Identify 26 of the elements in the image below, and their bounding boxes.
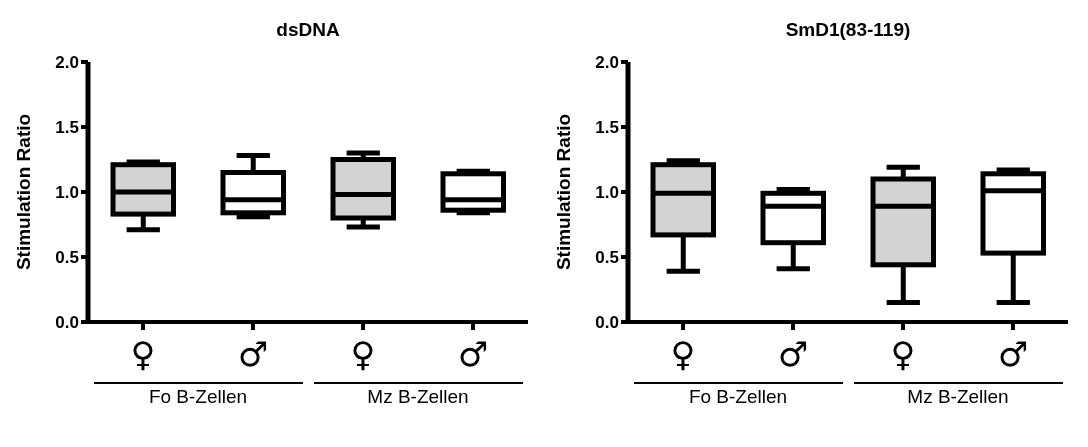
chart-title: SmD1(83-119): [784, 18, 912, 42]
x-tick-label: ♂: [457, 334, 489, 375]
y-tick-label: 2.0: [595, 53, 619, 73]
x-tick-label: ♂: [777, 334, 809, 375]
y-tick-label: 1.5: [595, 118, 619, 138]
y-axis-title: Stimulation Ratio: [12, 113, 34, 271]
chart-title: dsDNA: [275, 18, 341, 42]
y-tick-label: 1.0: [595, 183, 619, 203]
y-tick-label: 2.0: [55, 53, 79, 73]
y-axis-title: Stimulation Ratio: [552, 113, 574, 271]
x-tick-label: ♂: [237, 334, 269, 375]
y-tick-label: 0.0: [595, 313, 619, 333]
x-tick-label: ♂: [997, 334, 1029, 375]
text: Fo B-Zellen: [147, 385, 249, 408]
text: Mz B-Zellen: [906, 385, 1010, 408]
y-tick-label: 1.5: [55, 118, 79, 138]
y-tick-label: 0.5: [595, 248, 619, 268]
x-tick-label: ♀: [350, 334, 376, 375]
y-tick-label: 0.5: [55, 248, 79, 268]
text: Mz B-Zellen: [366, 385, 470, 408]
x-tick-label: ♀: [130, 334, 156, 375]
y-tick-label: 1.0: [55, 183, 79, 203]
y-tick-label: 0.0: [55, 313, 79, 333]
x-tick-label: ♀: [890, 334, 916, 375]
text: Fo B-Zellen: [687, 385, 789, 408]
x-tick-label: ♀: [670, 334, 696, 375]
